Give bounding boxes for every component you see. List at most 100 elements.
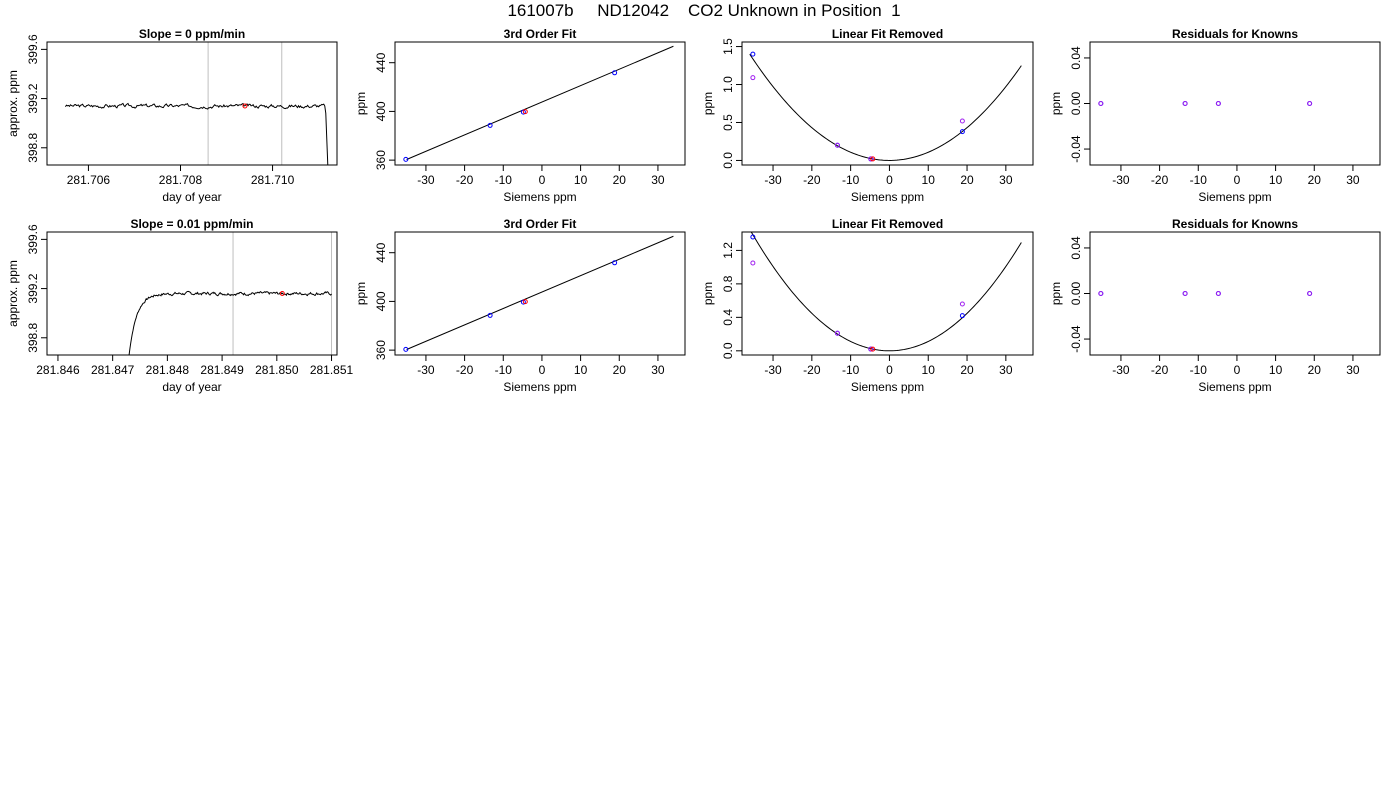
plot-area: [64, 42, 329, 165]
y-tick-label: 0.0: [721, 342, 735, 359]
data-point: [959, 118, 965, 124]
x-tick-label: -10: [842, 173, 860, 187]
x-axis-label: Siemens ppm: [851, 380, 924, 394]
data-point: [522, 299, 528, 305]
x-axis-label: day of year: [162, 190, 221, 204]
plot-area: [1098, 291, 1313, 296]
x-tick-label: 281.706: [67, 173, 111, 187]
data-point: [959, 129, 965, 135]
x-tick-label: 0: [539, 173, 546, 187]
x-tick-label: -10: [1190, 363, 1208, 377]
x-tick-label: -10: [495, 363, 513, 377]
y-axis-label: ppm: [701, 92, 715, 115]
y-tick-label: 400: [374, 291, 388, 311]
data-point: [1215, 101, 1221, 106]
page-title: 161007b ND12042 CO2 Unknown in Position …: [507, 1, 901, 20]
x-tick-label: 30: [651, 363, 665, 377]
x-tick-label: -10: [495, 173, 513, 187]
series-line: [128, 290, 332, 355]
chart-title: Residuals for Knowns: [1172, 27, 1298, 41]
y-axis-label: ppm: [1049, 282, 1063, 305]
x-tick-label: 10: [574, 363, 588, 377]
selected-marker: [242, 103, 248, 109]
chart-title: Slope = 0 ppm/min: [139, 27, 245, 41]
x-tick-label: 30: [999, 363, 1013, 377]
plot-frame: [1089, 41, 1381, 166]
chart-panel-4: Residuals for Knowns -30 -20 -10 0 10 20 30 -0.0…: [1049, 27, 1381, 204]
y-tick-label: 399.6: [26, 34, 40, 64]
x-tick-label: 281.710: [251, 173, 295, 187]
x-tick-label: 10: [574, 173, 588, 187]
x-axis-label: day of year: [162, 380, 221, 394]
plot-frame: [46, 231, 338, 356]
plot-area: [403, 235, 674, 352]
x-tick-label: -30: [1112, 363, 1130, 377]
x-tick-label: 20: [960, 363, 974, 377]
x-tick-label: -30: [764, 173, 782, 187]
data-point: [403, 156, 409, 162]
y-tick-label: 440: [374, 52, 388, 72]
plot-frame: [741, 41, 1034, 166]
y-axis-label: ppm: [701, 282, 715, 305]
x-tick-label: -30: [764, 363, 782, 377]
plot-area: [1098, 101, 1313, 106]
chart-panel-8: Residuals for Knowns -30 -20 -10 0 10 20 30 -0.0…: [1049, 217, 1381, 394]
chart-title: Linear Fit Removed: [832, 217, 943, 231]
x-tick-label: 281.848: [146, 363, 190, 377]
x-tick-label: 0: [886, 173, 893, 187]
y-tick-label: 1.5: [721, 38, 735, 55]
x-tick-label: 10: [922, 173, 936, 187]
y-tick-label: 1.0: [721, 76, 735, 93]
y-tick-label: 0.04: [1069, 46, 1083, 70]
x-tick-label: 281.846: [36, 363, 80, 377]
data-point: [834, 330, 840, 336]
data-point: [868, 346, 874, 352]
x-axis-label: Siemens ppm: [503, 380, 576, 394]
chart-panel-6: 3rd Order Fit -30 -20 -10 0 10 20 30 360 400 440 Si…: [354, 217, 686, 394]
y-tick-label: 0.00: [1069, 281, 1083, 305]
data-point: [522, 109, 528, 115]
x-tick-label: -20: [1151, 173, 1169, 187]
fit-line: [406, 45, 674, 160]
chart-title: Linear Fit Removed: [832, 27, 943, 41]
chart-panel-3: Linear Fit Removed -30 -20 -10 0 10 20 30 0.0 0.5…: [701, 27, 1034, 204]
y-tick-label: 0.0: [721, 152, 735, 169]
y-tick-label: 0.00: [1069, 91, 1083, 115]
x-tick-label: 20: [960, 173, 974, 187]
y-tick-label: 1.2: [721, 242, 735, 259]
y-tick-label: 0.4: [721, 309, 735, 326]
data-point: [750, 234, 756, 240]
y-tick-label: 0.8: [721, 275, 735, 292]
data-point: [1098, 291, 1104, 296]
x-tick-label: 0: [1234, 363, 1241, 377]
x-tick-label: 281.708: [159, 173, 203, 187]
x-axis-label: Siemens ppm: [503, 190, 576, 204]
x-tick-label: 0: [539, 363, 546, 377]
data-point: [959, 301, 965, 307]
x-tick-label: -30: [1112, 173, 1130, 187]
x-tick-label: -10: [1190, 173, 1208, 187]
data-point: [1307, 101, 1313, 106]
x-tick-label: 20: [1308, 173, 1322, 187]
data-point: [612, 70, 618, 76]
y-axis-label: approx. ppm: [6, 260, 20, 327]
data-point: [870, 346, 876, 352]
data-point: [750, 51, 756, 57]
plot-area: [749, 51, 1022, 162]
data-point: [750, 260, 756, 266]
data-point: [870, 156, 876, 162]
data-point: [487, 122, 493, 128]
x-tick-label: 20: [613, 363, 627, 377]
plot-frame: [394, 231, 686, 356]
data-point: [868, 156, 874, 162]
data-point: [612, 260, 618, 266]
data-point: [1215, 291, 1221, 296]
x-tick-label: 30: [1346, 173, 1360, 187]
y-tick-label: -0.04: [1069, 325, 1083, 353]
fit-line: [406, 235, 674, 350]
x-tick-label: -20: [456, 173, 474, 187]
selected-marker: [279, 291, 285, 296]
x-tick-label: 281.847: [91, 363, 135, 377]
plot-frame: [46, 41, 338, 166]
x-tick-label: 0: [886, 363, 893, 377]
